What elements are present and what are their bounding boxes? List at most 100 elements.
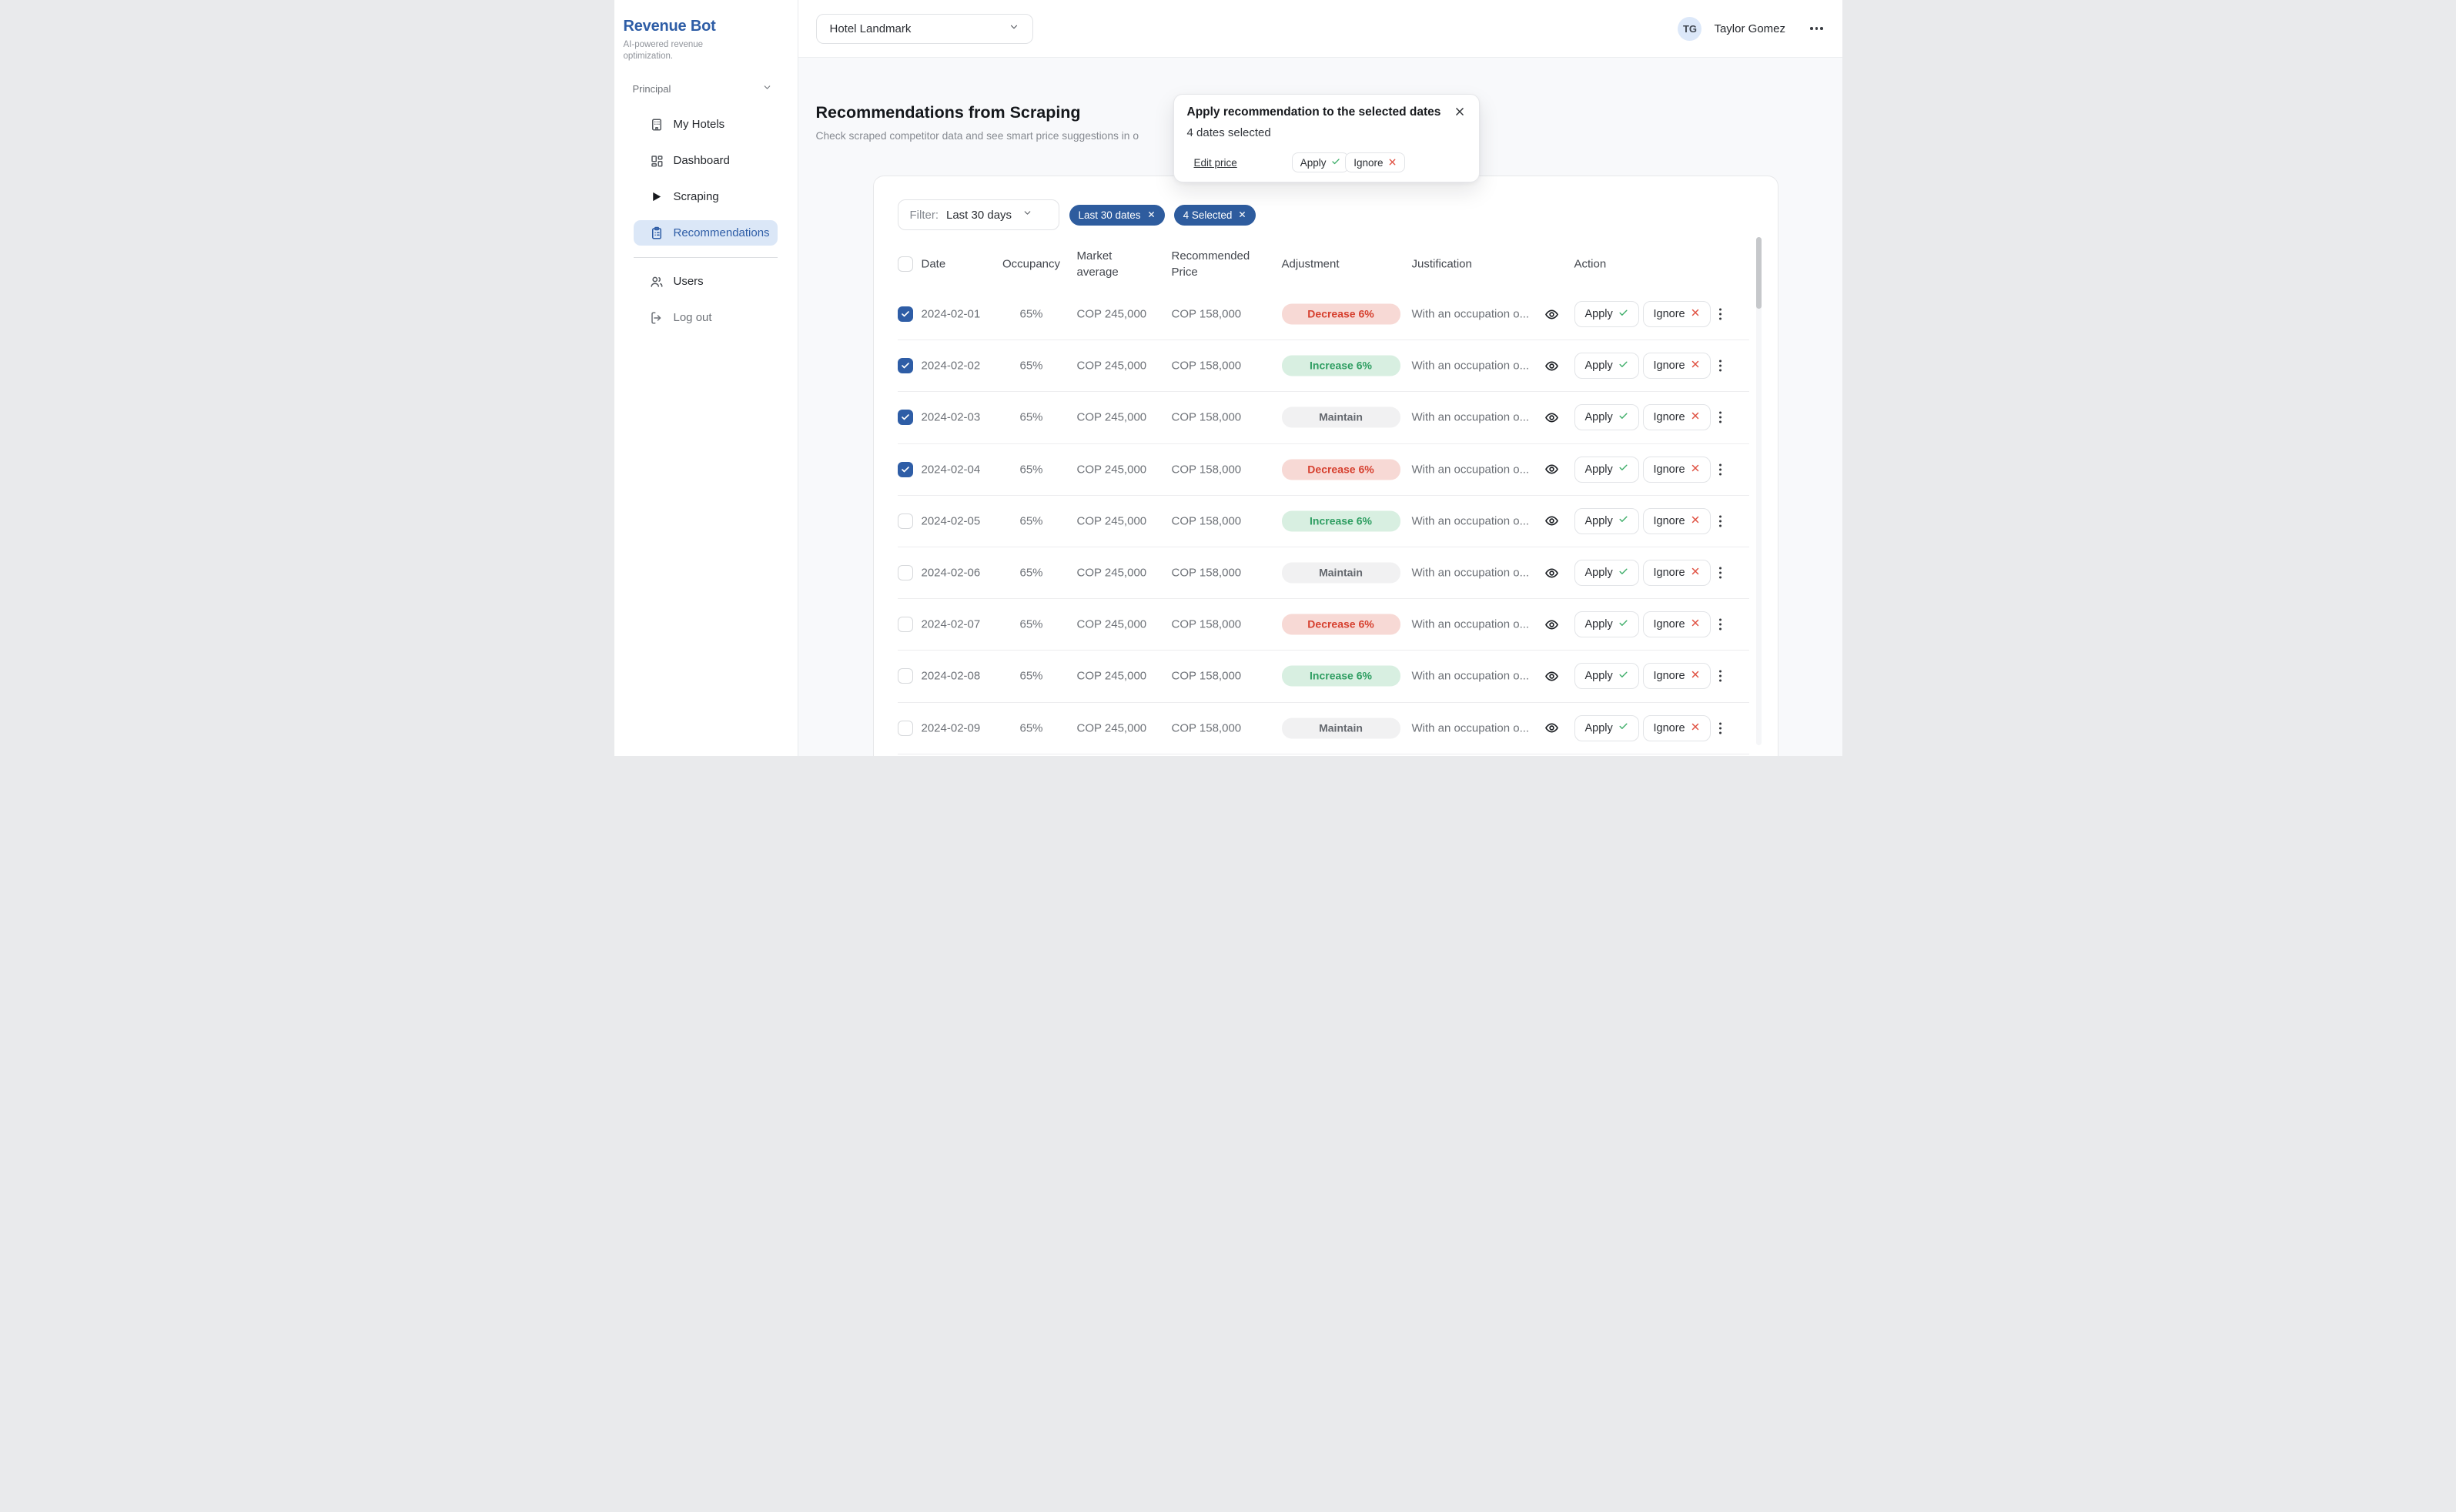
eye-icon[interactable] (1543, 356, 1561, 375)
close-icon[interactable] (1238, 209, 1246, 221)
cell-date: 2024-02-01 (922, 308, 981, 321)
x-icon (1691, 722, 1700, 734)
apply-button[interactable]: Apply (1574, 353, 1639, 379)
chip-label: Last 30 dates (1079, 209, 1141, 221)
sidebar-item-my-hotels[interactable]: My Hotels (634, 112, 778, 137)
ignore-button-label: Ignore (1654, 618, 1685, 631)
apply-button[interactable]: Apply (1574, 404, 1639, 430)
apply-button[interactable]: Apply (1574, 301, 1639, 327)
popup-ignore-button[interactable]: Ignore (1345, 152, 1404, 172)
row-checkbox[interactable] (898, 306, 913, 322)
cell-recommended-price: COP 158,000 (1172, 670, 1242, 683)
table-scrollbar-track[interactable] (1756, 237, 1762, 745)
kebab-menu-icon[interactable] (1712, 356, 1729, 376)
ignore-button[interactable]: Ignore (1643, 611, 1711, 637)
cell-recommended-price: COP 158,000 (1172, 308, 1242, 321)
popup-title: Apply recommendation to the selected dat… (1187, 105, 1441, 119)
eye-icon[interactable] (1543, 667, 1561, 685)
cell-market-average: COP 245,000 (1077, 618, 1147, 631)
kebab-menu-icon[interactable] (1712, 305, 1729, 324)
row-checkbox[interactable] (898, 462, 913, 477)
cell-market-average: COP 245,000 (1077, 360, 1147, 373)
overflow-menu-button[interactable] (1809, 22, 1825, 35)
eye-icon[interactable] (1543, 305, 1561, 323)
filter-chip-last-30-dates[interactable]: Last 30 dates (1069, 205, 1165, 226)
eye-icon[interactable] (1543, 615, 1561, 634)
eye-icon[interactable] (1543, 408, 1561, 427)
ignore-button[interactable]: Ignore (1643, 353, 1711, 379)
popup-apply-button[interactable]: Apply (1292, 152, 1349, 172)
row-checkbox[interactable] (898, 513, 913, 529)
kebab-menu-icon[interactable] (1712, 615, 1729, 634)
row-checkbox[interactable] (898, 410, 913, 425)
play-icon (650, 190, 664, 204)
cell-market-average: COP 245,000 (1077, 514, 1147, 527)
row-checkbox[interactable] (898, 565, 913, 580)
row-checkbox[interactable] (898, 668, 913, 684)
close-icon[interactable] (1452, 104, 1467, 122)
ignore-button[interactable]: Ignore (1643, 404, 1711, 430)
sidebar-item-scraping[interactable]: Scraping (634, 184, 778, 209)
kebab-menu-icon[interactable] (1712, 718, 1729, 738)
check-icon (1331, 157, 1340, 169)
eye-icon[interactable] (1543, 512, 1561, 530)
apply-button[interactable]: Apply (1574, 508, 1639, 534)
filter-chip-selected[interactable]: 4 Selected (1174, 205, 1256, 226)
apply-button[interactable]: Apply (1574, 560, 1639, 586)
cell-justification: With an occupation o... (1412, 567, 1530, 580)
recommendations-card: Filter: Last 30 days Last 30 dates (873, 176, 1778, 756)
edit-price-link[interactable]: Edit price (1194, 157, 1237, 169)
cell-justification: With an occupation o... (1412, 618, 1530, 631)
sidebar-item-logout[interactable]: Log out (634, 305, 778, 330)
apply-button[interactable]: Apply (1574, 611, 1639, 637)
check-icon (1618, 721, 1628, 734)
ignore-button[interactable]: Ignore (1643, 715, 1711, 741)
cell-occupancy: 65% (993, 721, 1070, 734)
sidebar-section-principal[interactable]: Principal (614, 82, 798, 95)
kebab-menu-icon[interactable] (1712, 408, 1729, 427)
ignore-button[interactable]: Ignore (1643, 560, 1711, 586)
cell-recommended-price: COP 158,000 (1172, 567, 1242, 580)
row-checkbox[interactable] (898, 617, 913, 632)
ignore-button[interactable]: Ignore (1643, 457, 1711, 483)
eye-icon[interactable] (1543, 564, 1561, 582)
ignore-button[interactable]: Ignore (1643, 301, 1711, 327)
column-header-adjustment: Adjustment (1282, 258, 1340, 271)
chip-label: 4 Selected (1183, 209, 1233, 221)
dashboard-icon (650, 154, 664, 168)
table-scrollbar-thumb[interactable] (1756, 237, 1762, 309)
chevron-down-icon (762, 82, 772, 95)
x-icon (1691, 308, 1700, 320)
ignore-button[interactable]: Ignore (1643, 663, 1711, 689)
kebab-menu-icon[interactable] (1712, 511, 1729, 530)
cell-market-average: COP 245,000 (1077, 721, 1147, 734)
avatar: TG (1678, 17, 1701, 41)
table-body: 2024-02-01 65% COP 245,000 COP 158,000 D… (898, 289, 1749, 754)
adjustment-badge: Decrease 6% (1282, 304, 1400, 325)
row-checkbox[interactable] (898, 358, 913, 373)
sidebar-item-dashboard[interactable]: Dashboard (634, 148, 778, 173)
apply-button[interactable]: Apply (1574, 663, 1639, 689)
hotel-selector[interactable]: Hotel Landmark (816, 14, 1033, 44)
ignore-button[interactable]: Ignore (1643, 508, 1711, 534)
row-checkbox[interactable] (898, 721, 913, 736)
apply-button[interactable]: Apply (1574, 457, 1639, 483)
eye-icon[interactable] (1543, 460, 1561, 479)
apply-button[interactable]: Apply (1574, 715, 1639, 741)
filter-select[interactable]: Filter: Last 30 days (898, 199, 1059, 230)
check-icon (1618, 463, 1628, 476)
select-all-checkbox[interactable] (898, 256, 913, 272)
adjustment-badge: Maintain (1282, 563, 1400, 584)
kebab-menu-icon[interactable] (1712, 564, 1729, 583)
close-icon[interactable] (1147, 209, 1156, 221)
kebab-menu-icon[interactable] (1712, 460, 1729, 479)
ignore-button-label: Ignore (1654, 567, 1685, 579)
kebab-menu-icon[interactable] (1712, 667, 1729, 686)
sidebar-item-recommendations[interactable]: Recommendations (634, 220, 778, 246)
cell-date: 2024-02-05 (922, 514, 981, 527)
sidebar-item-users[interactable]: Users (634, 269, 778, 294)
eye-icon[interactable] (1543, 719, 1561, 738)
apply-button-label: Apply (1585, 515, 1613, 527)
ignore-button-label: Ignore (1353, 157, 1383, 169)
table-row: 2024-02-07 65% COP 245,000 COP 158,000 D… (898, 599, 1749, 651)
